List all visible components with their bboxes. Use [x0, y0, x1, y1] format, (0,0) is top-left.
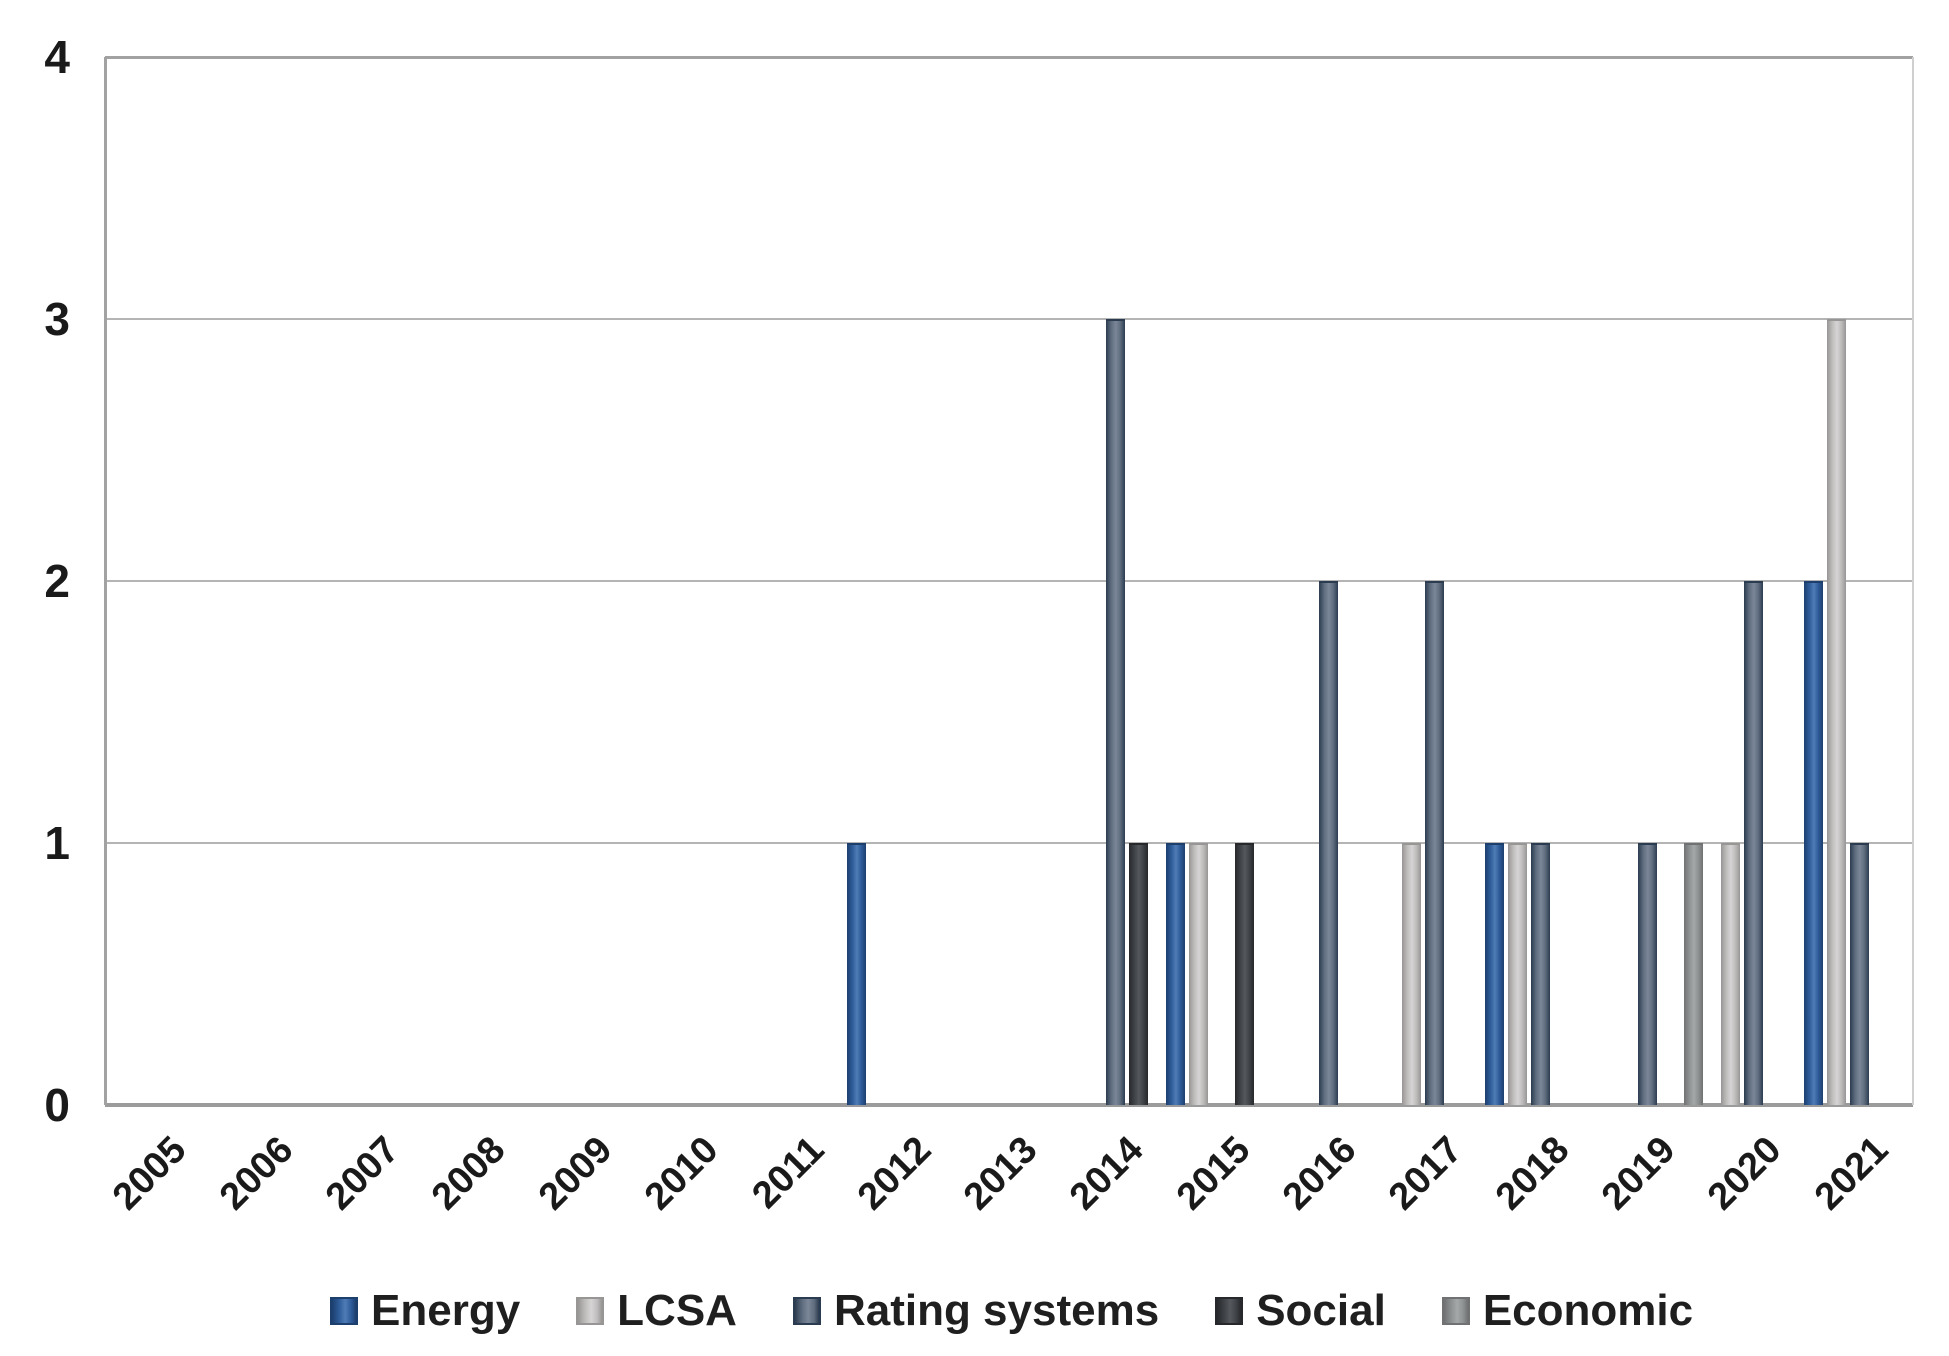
legend-item-lcsa: LCSA	[576, 1286, 737, 1336]
x-axis-label: 2013	[955, 1128, 1046, 1219]
x-axis-line	[105, 1103, 1913, 1107]
x-axis-label: 2021	[1806, 1128, 1897, 1219]
bar-energy-2021	[1804, 581, 1824, 1105]
bar-rating-systems-2019	[1637, 843, 1657, 1105]
bar-lcsa-2018	[1508, 843, 1528, 1105]
bar-rating-systems-2014	[1105, 319, 1125, 1105]
bar-lcsa-2021	[1827, 319, 1847, 1105]
bar-rating-systems-2017	[1424, 581, 1444, 1105]
legend-item-rating-systems: Rating systems	[792, 1286, 1160, 1336]
legend-label: Rating systems	[833, 1286, 1160, 1335]
legend-item-social: Social	[1215, 1286, 1386, 1336]
x-axis-label: 2011	[744, 1128, 833, 1217]
legend-label: Economic	[1482, 1286, 1694, 1335]
x-axis-label: 2012	[849, 1128, 940, 1219]
legend-swatch-lcsa	[576, 1297, 605, 1325]
legend-swatch-rating-systems	[792, 1297, 821, 1325]
x-axis-label: 2020	[1700, 1128, 1790, 1219]
bar-economic-2019	[1683, 843, 1703, 1105]
x-axis-label: 2005	[105, 1128, 195, 1219]
bar-energy-2018	[1485, 843, 1505, 1105]
y-axis-tick-label: 0	[44, 1079, 70, 1131]
gridline	[105, 318, 1913, 320]
plot-top-border	[105, 55, 1913, 59]
bar-social-2015	[1235, 843, 1255, 1105]
legend-label: Energy	[371, 1286, 521, 1335]
y-axis-tick-label: 3	[44, 293, 70, 345]
legend-label: Social	[1256, 1286, 1386, 1335]
x-axis-label: 2016	[1274, 1128, 1365, 1219]
legend-label: LCSA	[617, 1286, 737, 1335]
y-axis-tick-label: 2	[44, 555, 70, 607]
x-axis-label: 2015	[1168, 1128, 1259, 1219]
gridline	[105, 580, 1913, 582]
bar-energy-2012	[847, 843, 867, 1105]
bar-lcsa-2015	[1189, 843, 1209, 1105]
x-axis-label: 2019	[1594, 1128, 1684, 1219]
legend-swatch-economic	[1441, 1297, 1470, 1325]
x-axis-label: 2014	[1062, 1128, 1152, 1219]
bar-rating-systems-2018	[1531, 843, 1551, 1105]
bar-rating-systems-2021	[1850, 843, 1870, 1105]
gridline	[105, 842, 1913, 844]
plot-right-border	[1912, 57, 1914, 1105]
x-axis-label: 2009	[530, 1128, 620, 1219]
legend-swatch-social	[1215, 1297, 1244, 1325]
x-axis-label: 2018	[1487, 1128, 1578, 1219]
x-axis-label: 2007	[317, 1128, 408, 1219]
legend-item-energy: Energy	[330, 1286, 520, 1336]
x-axis-label: 2008	[424, 1128, 514, 1219]
y-axis-tick-label: 4	[44, 31, 70, 83]
y-axis-tick-label: 1	[44, 817, 70, 869]
bar-social-2014	[1128, 843, 1148, 1105]
bar-rating-systems-2020	[1743, 581, 1763, 1105]
x-axis-label: 2017	[1381, 1128, 1471, 1219]
x-axis-label: 2010	[636, 1128, 727, 1219]
legend-swatch-energy	[330, 1297, 358, 1325]
bar-energy-2015	[1166, 843, 1186, 1105]
x-axis-label: 2006	[211, 1128, 301, 1219]
legend: Energy LCSA Rating systems Social Economic	[330, 1286, 1693, 1336]
legend-item-economic: Economic	[1441, 1286, 1694, 1336]
y-axis-line	[104, 57, 107, 1105]
bar-lcsa-2020	[1720, 843, 1740, 1105]
bar-lcsa-2017	[1401, 843, 1421, 1105]
bar-rating-systems-2016	[1318, 581, 1338, 1105]
